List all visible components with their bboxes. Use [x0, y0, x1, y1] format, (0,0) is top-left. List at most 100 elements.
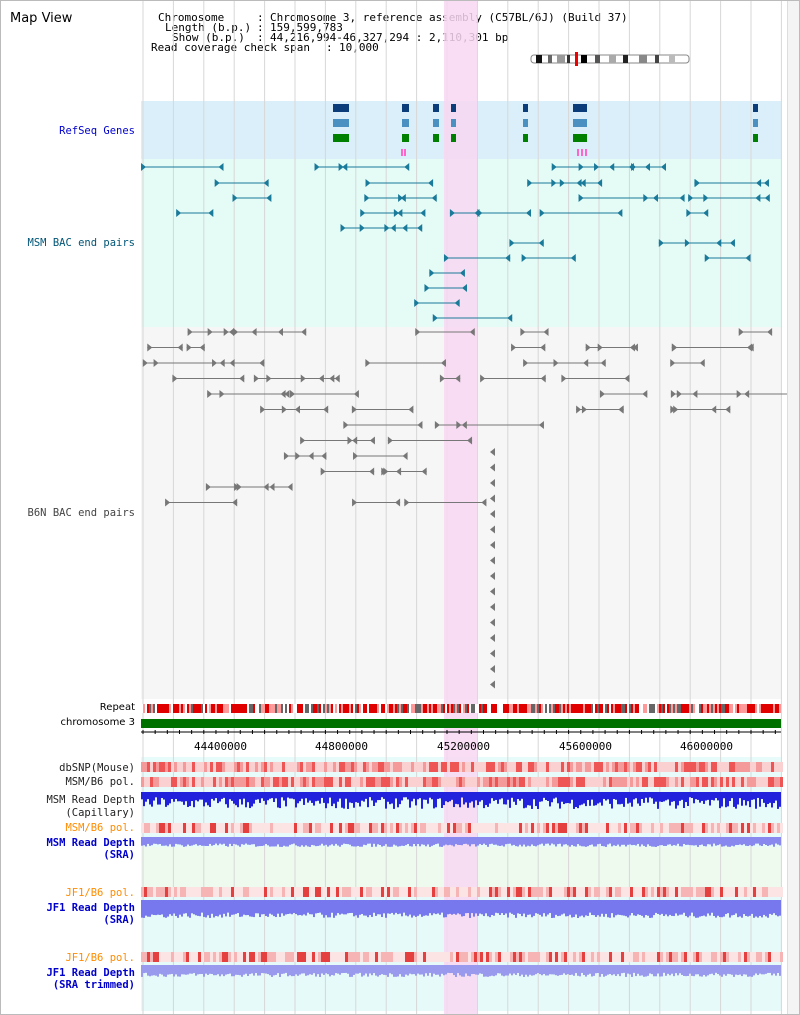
polymorphism-heat-cell — [318, 823, 321, 833]
polymorphism-heat-cell — [297, 762, 300, 772]
polymorphism-heat-cell — [396, 762, 399, 772]
polymorphism-heat-cell — [267, 823, 270, 833]
read-depth-bar — [191, 837, 193, 846]
read-depth-bar — [215, 837, 217, 844]
polymorphism-heat-cell — [492, 777, 495, 787]
read-depth-bar — [657, 900, 659, 914]
polymorphism-heat-cell — [336, 762, 339, 772]
read-depth-bar — [429, 792, 431, 798]
read-depth-bar — [443, 837, 445, 846]
repeat-segment — [209, 704, 211, 713]
read-depth-bar — [295, 837, 297, 846]
polymorphism-heat-cell — [480, 777, 483, 787]
polymorphism-heat-cell — [522, 952, 525, 962]
polymorphism-heat-cell — [285, 823, 288, 833]
read-depth-bar — [179, 965, 181, 977]
read-depth-bar — [311, 792, 313, 803]
polymorphism-heat-cell — [258, 777, 261, 787]
polymorphism-heat-cell — [474, 952, 477, 962]
refseq-gene-mark — [433, 119, 439, 127]
read-depth-bar — [497, 900, 499, 914]
polymorphism-heat-cell — [501, 952, 504, 962]
read-depth-bar — [565, 965, 567, 975]
polymorphism-heat-cell — [651, 762, 654, 772]
repeat-segment — [145, 704, 147, 713]
read-depth-bar — [581, 965, 583, 973]
polymorphism-heat-cell — [372, 823, 375, 833]
polymorphism-heat-cell — [684, 762, 687, 772]
polymorphism-heat-cell — [420, 762, 423, 772]
read-depth-bar — [359, 965, 361, 973]
repeat-segment — [651, 704, 653, 713]
ideogram-band — [669, 55, 675, 63]
repeat-segment — [169, 704, 171, 713]
polymorphism-heat-cell — [228, 823, 231, 833]
polymorphism-heat-cell — [171, 952, 174, 962]
polymorphism-heat-cell — [297, 823, 300, 833]
polymorphism-heat-cell — [456, 823, 459, 833]
repeat-segment — [509, 704, 511, 713]
polymorphism-heat-cell — [471, 952, 474, 962]
read-depth-bar — [159, 900, 161, 915]
read-depth-bar — [663, 900, 665, 917]
polymorphism-heat-cell — [366, 762, 369, 772]
read-depth-bar — [571, 792, 573, 800]
polymorphism-heat-cell — [195, 762, 198, 772]
repeat-segment — [703, 704, 705, 713]
read-depth-bar — [261, 900, 263, 915]
polymorphism-heat-cell — [276, 762, 279, 772]
read-depth-bar — [253, 837, 255, 845]
polymorphism-heat-cell — [477, 777, 480, 787]
polymorphism-heat-cell — [657, 887, 660, 897]
repeat-segment — [211, 704, 213, 713]
polymorphism-heat-cell — [462, 952, 465, 962]
polymorphism-heat-cell — [456, 952, 459, 962]
track-label-msm-bac[interactable]: MSM BAC end pairs — [27, 237, 135, 249]
track-label-b6n-bac[interactable]: B6N BAC end pairs — [27, 507, 135, 519]
read-depth-bar — [351, 837, 353, 847]
repeat-segment — [525, 704, 527, 713]
read-depth-bar — [395, 900, 397, 913]
polymorphism-heat-cell — [537, 823, 540, 833]
read-depth-bar — [753, 900, 755, 918]
polymorphism-heat-cell — [201, 952, 204, 962]
read-depth-bar — [767, 792, 769, 804]
read-depth-bar — [565, 837, 567, 845]
polymorphism-heat-cell — [558, 952, 561, 962]
read-depth-bar — [269, 837, 271, 847]
repeat-segment — [475, 704, 477, 713]
read-depth-bar — [581, 900, 583, 916]
read-depth-bar — [279, 900, 281, 917]
repeat-segment — [321, 704, 323, 713]
read-depth-bar — [419, 837, 421, 847]
polymorphism-heat-cell — [273, 777, 276, 787]
repeat-segment — [231, 704, 233, 713]
polymorphism-heat-cell — [354, 887, 357, 897]
read-depth-bar — [329, 965, 331, 977]
read-depth-bar — [563, 792, 565, 805]
read-depth-bar — [727, 900, 729, 914]
read-depth-bar — [607, 965, 609, 975]
vertical-scrollbar[interactable] — [787, 1, 799, 1014]
read-depth-bar — [281, 792, 283, 798]
track-label-refseq[interactable]: RefSeq Genes — [59, 125, 135, 137]
read-depth-bar — [255, 792, 257, 800]
read-depth-bar — [385, 900, 387, 918]
refseq-gene-mark — [753, 119, 758, 127]
polymorphism-heat-cell — [288, 887, 291, 897]
read-depth-bar — [253, 965, 255, 976]
read-depth-bar — [471, 837, 473, 845]
repeat-segment — [157, 704, 159, 713]
polymorphism-heat-cell — [774, 777, 777, 787]
read-depth-bar — [163, 900, 165, 918]
polymorphism-heat-cell — [294, 823, 297, 833]
polymorphism-heat-cell — [471, 823, 474, 833]
read-depth-bar — [241, 837, 243, 845]
read-depth-bar — [141, 900, 143, 918]
read-depth-bar — [671, 900, 673, 916]
polymorphism-heat-cell — [546, 777, 549, 787]
read-depth-bar — [259, 792, 261, 803]
bac-end-mark — [343, 421, 349, 429]
bac-end-mark — [624, 374, 630, 383]
